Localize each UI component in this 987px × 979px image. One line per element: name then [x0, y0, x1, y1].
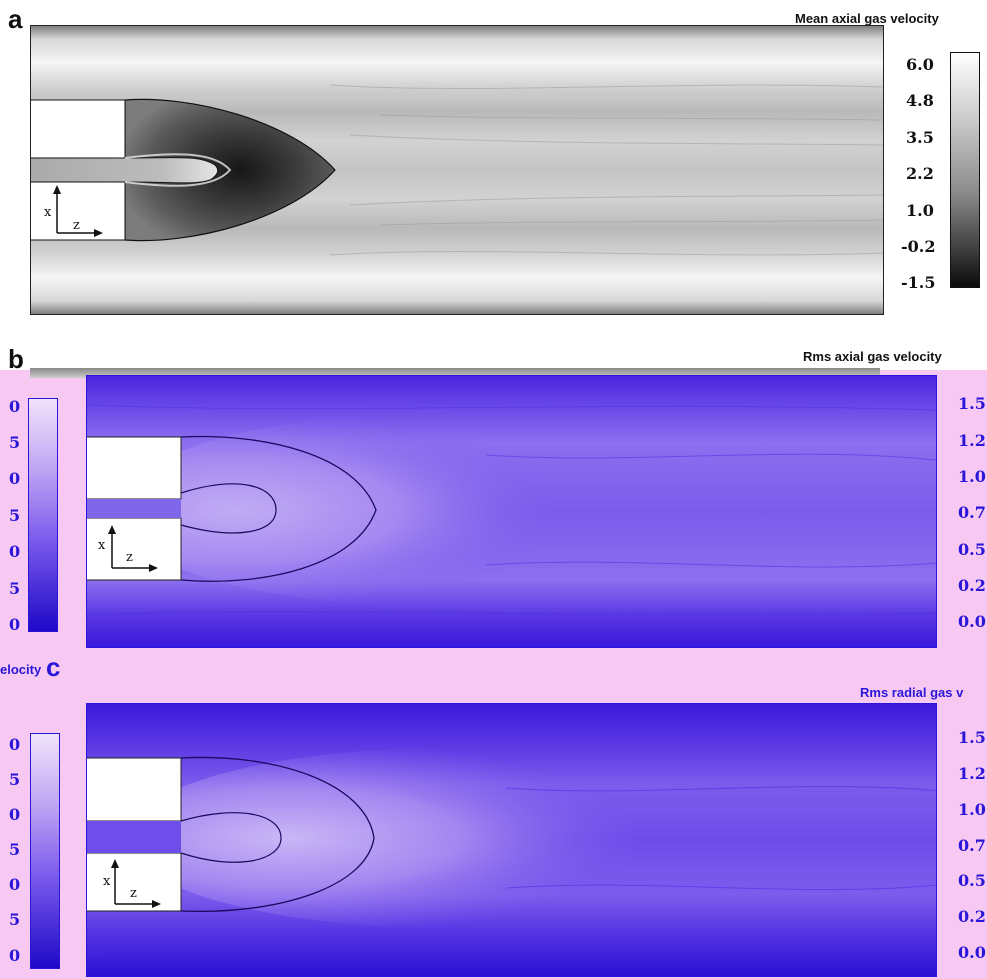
panel-c-right-tick: 0.7	[958, 836, 986, 855]
panel-b-colorbar-left	[28, 398, 58, 632]
panel-b-axis-x-label: x	[98, 538, 106, 553]
panel-c-right-tick: 1.0	[958, 800, 986, 819]
panel-a-letter: a	[8, 4, 23, 34]
panel-c-axis-arrows	[111, 859, 161, 908]
panel-a-colorbar	[950, 52, 980, 288]
panel-b-right-tick: 0.7	[958, 503, 986, 522]
panel-a-axis-arrows	[53, 185, 103, 237]
panel-a-tick: 2.2	[906, 164, 934, 183]
overlay-strip	[30, 368, 880, 378]
panel-c-axis-z-label: z	[130, 886, 137, 901]
panel-a-tick: -0.2	[901, 237, 936, 256]
panel-c-left-tick: 0	[9, 875, 21, 894]
panel-b-left-tick: 0	[9, 542, 21, 561]
panel-b-contour-plot	[86, 375, 937, 648]
panel-a-axis-x-label: x	[44, 205, 52, 220]
panel-c-left-tick: 0	[9, 735, 21, 754]
panel-c-left-tick: 5	[9, 910, 21, 929]
panel-a-tick: 4.8	[906, 91, 934, 110]
panel-c-left-tick: 0	[9, 946, 21, 965]
panel-c-right-tick: 0.5	[958, 871, 986, 890]
panel-c-left-tick: 5	[9, 840, 21, 859]
panel-b-right-tick: 1.0	[958, 467, 986, 486]
panel-b-left-tick: 5	[9, 579, 21, 598]
panel-c-left-tick: 0	[9, 805, 21, 824]
panel-c-left-tick: 5	[9, 770, 21, 789]
panel-c-title-left: elocity	[0, 662, 42, 677]
panel-b-right-tick: 0.0	[958, 612, 986, 631]
panel-b-axis-z-label: z	[126, 550, 133, 565]
panel-c-letter: c	[46, 652, 61, 682]
panel-a-axis-z-label: z	[73, 218, 80, 233]
panel-c-contour-plot	[86, 703, 937, 977]
panel-b-title: Rms axial gas velocity	[803, 349, 942, 364]
panel-b-left-tick: 0	[9, 615, 21, 634]
panel-c-right-tick: 1.5	[958, 728, 986, 747]
panel-c-right-tick: 0.2	[958, 907, 986, 926]
panel-c-colorbar-left	[30, 733, 60, 969]
panel-c-axis-x-label: x	[103, 874, 111, 889]
panel-b-letter: b	[8, 344, 24, 374]
panel-a-tick: 1.0	[906, 201, 934, 220]
panel-a-tick: 6.0	[906, 55, 934, 74]
panel-b-right-tick: 1.5	[958, 394, 986, 413]
panel-b-left-tick: 5	[9, 506, 21, 525]
panel-a-tick: 3.5	[906, 128, 934, 147]
panel-c-right-tick: 1.2	[958, 764, 986, 783]
panel-a-tick: -1.5	[901, 273, 936, 292]
panel-b-right-tick: 0.5	[958, 540, 986, 559]
panel-b-axis-arrows	[108, 525, 158, 572]
panel-b-left-tick: 0	[9, 469, 21, 488]
panel-a-contour-plot	[30, 25, 884, 315]
panel-c-title: Rms radial gas v	[860, 685, 964, 700]
panel-b-right-tick: 1.2	[958, 431, 986, 450]
panel-c-right-tick: 0.0	[958, 943, 986, 962]
panel-b-right-tick: 0.2	[958, 576, 986, 595]
panel-b-left-tick: 0	[9, 397, 21, 416]
panel-a-title: Mean axial gas velocity	[795, 11, 939, 26]
panel-b-left-tick: 5	[9, 433, 21, 452]
